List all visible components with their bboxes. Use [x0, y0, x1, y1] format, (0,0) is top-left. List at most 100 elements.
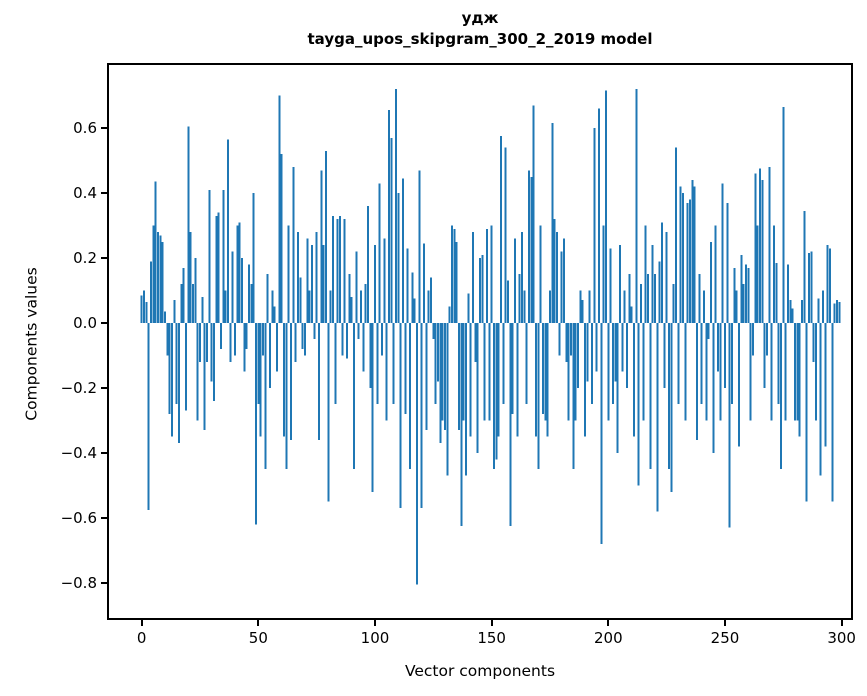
bar	[726, 202, 729, 323]
bar	[705, 322, 708, 421]
bar	[493, 322, 495, 470]
bar	[803, 210, 806, 323]
x-axis-label: Vector components	[404, 662, 556, 680]
bar	[490, 225, 493, 323]
bar	[805, 322, 808, 502]
bar	[833, 303, 836, 323]
bar	[381, 322, 383, 356]
bar	[836, 300, 838, 323]
bar	[402, 178, 404, 323]
bar	[691, 180, 694, 323]
bar	[549, 290, 551, 323]
bar	[700, 322, 703, 405]
y-tick-mark	[101, 127, 107, 130]
bar	[455, 241, 458, 323]
bar	[502, 322, 505, 405]
bar	[360, 290, 362, 323]
bar	[682, 193, 684, 323]
bar	[796, 322, 799, 421]
bar	[416, 322, 418, 585]
bar	[392, 322, 395, 405]
bar	[600, 322, 603, 544]
bar	[266, 274, 269, 323]
bar	[390, 137, 393, 323]
bar	[551, 123, 554, 323]
bar	[516, 322, 519, 437]
bar	[570, 322, 572, 356]
bar	[451, 225, 453, 323]
bar	[635, 89, 638, 323]
bar	[740, 254, 743, 323]
bar	[383, 238, 386, 323]
bar	[192, 283, 194, 323]
bar	[745, 264, 747, 323]
bar	[175, 322, 178, 405]
bar	[404, 322, 407, 414]
bar	[514, 238, 516, 323]
bar	[572, 322, 575, 470]
bar	[773, 225, 775, 323]
x-tick-label: 300	[827, 629, 856, 647]
y-tick-label: −0.2	[60, 378, 97, 397]
bar	[479, 258, 481, 323]
bar	[518, 274, 521, 323]
bar	[770, 322, 773, 421]
bar	[712, 322, 715, 453]
bar	[577, 322, 579, 388]
bar	[810, 251, 813, 323]
bar	[556, 232, 558, 323]
bar	[150, 261, 152, 323]
bar	[507, 280, 509, 323]
bar	[642, 322, 645, 421]
bar	[528, 170, 530, 323]
bar	[703, 290, 705, 323]
bar	[808, 253, 810, 323]
bar	[341, 322, 344, 356]
bar	[775, 262, 778, 323]
bar	[262, 322, 264, 356]
bar	[425, 322, 428, 431]
bar	[469, 322, 472, 437]
bar	[287, 225, 290, 323]
bar	[297, 232, 299, 323]
bar	[483, 322, 486, 421]
bar	[696, 322, 698, 440]
bar	[565, 322, 568, 362]
bar	[143, 290, 145, 323]
bar	[166, 322, 169, 356]
bar	[290, 322, 292, 440]
y-tick-mark	[101, 256, 107, 259]
bar	[749, 322, 752, 421]
bar	[532, 105, 535, 323]
bar	[707, 322, 710, 340]
bar	[208, 189, 211, 323]
bar	[280, 154, 283, 323]
bar	[784, 322, 787, 421]
bar	[308, 290, 311, 323]
bar	[544, 322, 547, 421]
bar	[336, 219, 339, 323]
bar	[563, 238, 565, 323]
bar	[434, 322, 437, 405]
bar	[327, 322, 330, 502]
bar	[292, 167, 295, 323]
bar	[385, 322, 388, 421]
x-tick-mark	[724, 620, 726, 626]
bar	[819, 322, 822, 476]
bar	[371, 322, 374, 492]
bar	[241, 258, 243, 323]
bar	[763, 322, 766, 388]
bar	[245, 322, 248, 349]
bar	[717, 322, 719, 372]
bar	[824, 322, 827, 447]
bar	[789, 300, 792, 323]
bar	[213, 322, 215, 401]
bar	[376, 322, 379, 405]
bar	[189, 232, 192, 323]
bar	[350, 296, 353, 323]
bar	[609, 248, 612, 323]
bar	[236, 225, 239, 323]
bar	[670, 322, 673, 492]
bar	[460, 322, 463, 527]
bar	[203, 322, 206, 431]
